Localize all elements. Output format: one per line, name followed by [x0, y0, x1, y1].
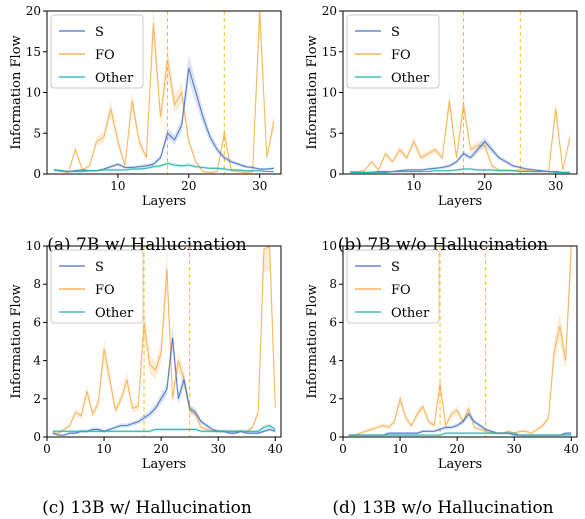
legend-label-other: Other — [391, 306, 430, 321]
series-band-other — [52, 423, 276, 433]
x-tick-label: 30 — [548, 179, 563, 193]
x-tick-label: 20 — [477, 179, 492, 193]
legend-box — [346, 249, 440, 324]
x-tick-label: 10 — [392, 442, 407, 456]
x-tick-label: 20 — [154, 442, 169, 456]
y-tick-label: 15 — [322, 45, 337, 59]
series-line-s — [52, 337, 276, 436]
y-tick-label: 20 — [322, 4, 337, 18]
y-tick-label: 5 — [329, 126, 337, 140]
legend-label-other: Other — [95, 71, 134, 86]
x-tick-label: 0 — [43, 442, 51, 456]
x-axis-label: Layers — [438, 457, 482, 472]
axes-frame — [46, 245, 282, 438]
y-tick-label: 6 — [329, 315, 337, 329]
chart-panel-d: 0 10 20 30 40 0 2 4 6 8 10 Layers Information Flow SF… — [305, 239, 579, 518]
y-tick-label: 5 — [33, 126, 41, 140]
series-band-s — [54, 54, 274, 173]
series-line-s — [350, 140, 570, 173]
legend-label-fo: FO — [391, 283, 411, 298]
y-tick-label: 10 — [26, 239, 41, 253]
y-tick-label: 2 — [33, 392, 41, 406]
x-tick-label: 10 — [96, 442, 111, 456]
legend-label-s: S — [391, 260, 400, 275]
y-axis-label: Information Flow — [9, 35, 24, 149]
legend: S FO Other — [346, 249, 440, 324]
series-band-fo — [52, 246, 276, 435]
y-tick-label: 10 — [322, 239, 337, 253]
y-tick-label: 0 — [329, 167, 337, 181]
x-tick-label: 40 — [564, 442, 579, 456]
x-tick-label: 30 — [507, 442, 522, 456]
plot-area — [350, 11, 571, 174]
y-tick-label: 8 — [329, 277, 337, 291]
legend-box — [346, 14, 440, 89]
y-axis-label: Information Flow — [9, 284, 24, 398]
y-tick-label: 8 — [33, 277, 41, 291]
legend: S FO Other — [50, 14, 144, 89]
series-band-s — [52, 325, 276, 437]
y-tick-label: 0 — [329, 430, 337, 444]
panel-caption: (c) 13B w/ Hallucination — [42, 498, 252, 518]
series-line-other — [348, 432, 572, 436]
x-axis-label: Layers — [438, 194, 482, 209]
legend-label-other: Other — [95, 306, 134, 321]
y-tick-label: 20 — [26, 4, 41, 18]
x-axis-label: Layers — [142, 194, 186, 209]
legend-label-s: S — [95, 260, 104, 275]
legend-label-s: S — [95, 25, 104, 40]
legend-label-fo: FO — [95, 48, 115, 63]
legend-label-fo: FO — [95, 283, 115, 298]
y-tick-label: 10 — [322, 86, 337, 100]
x-tick-label: 30 — [252, 179, 267, 193]
x-tick-label: 10 — [406, 179, 421, 193]
series-line-other — [350, 168, 570, 173]
legend: S FO Other — [50, 249, 144, 324]
plot-area — [348, 246, 572, 437]
plot-area — [52, 246, 276, 437]
x-tick-label: 10 — [110, 179, 125, 193]
plot-area — [53, 11, 275, 174]
y-axis-label: Information Flow — [305, 284, 320, 398]
x-tick-label: 30 — [211, 442, 226, 456]
series-line-other — [52, 424, 276, 432]
y-tick-label: 15 — [26, 45, 41, 59]
legend-label-s: S — [391, 25, 400, 40]
axes-frame — [342, 245, 578, 438]
legend-box — [50, 14, 144, 89]
x-tick-label: 20 — [450, 442, 465, 456]
panel-caption: (d) 13B w/o Hallucination — [332, 498, 553, 518]
y-tick-label: 4 — [329, 354, 337, 368]
legend-label-fo: FO — [391, 48, 411, 63]
x-tick-label: 0 — [339, 442, 347, 456]
y-tick-label: 10 — [26, 86, 41, 100]
x-axis-label: Layers — [142, 457, 186, 472]
series-line-other — [54, 162, 274, 173]
x-tick-label: 40 — [268, 442, 283, 456]
y-tick-label: 4 — [33, 354, 41, 368]
series-line-fo — [348, 246, 572, 436]
chart-panel-c: 0 10 20 30 40 0 2 4 6 8 10 Layers Information Flow SF… — [9, 239, 283, 518]
x-tick-label: 20 — [181, 179, 196, 193]
y-tick-label: 0 — [33, 430, 41, 444]
y-tick-label: 0 — [33, 167, 41, 181]
y-tick-label: 6 — [33, 315, 41, 329]
y-axis-label: Information Flow — [305, 35, 320, 149]
y-tick-label: 2 — [329, 392, 337, 406]
series-line-fo — [53, 11, 275, 173]
legend-label-other: Other — [391, 71, 430, 86]
legend: S FO Other — [346, 14, 440, 89]
legend-box — [50, 249, 144, 324]
series-band-s — [350, 136, 570, 174]
